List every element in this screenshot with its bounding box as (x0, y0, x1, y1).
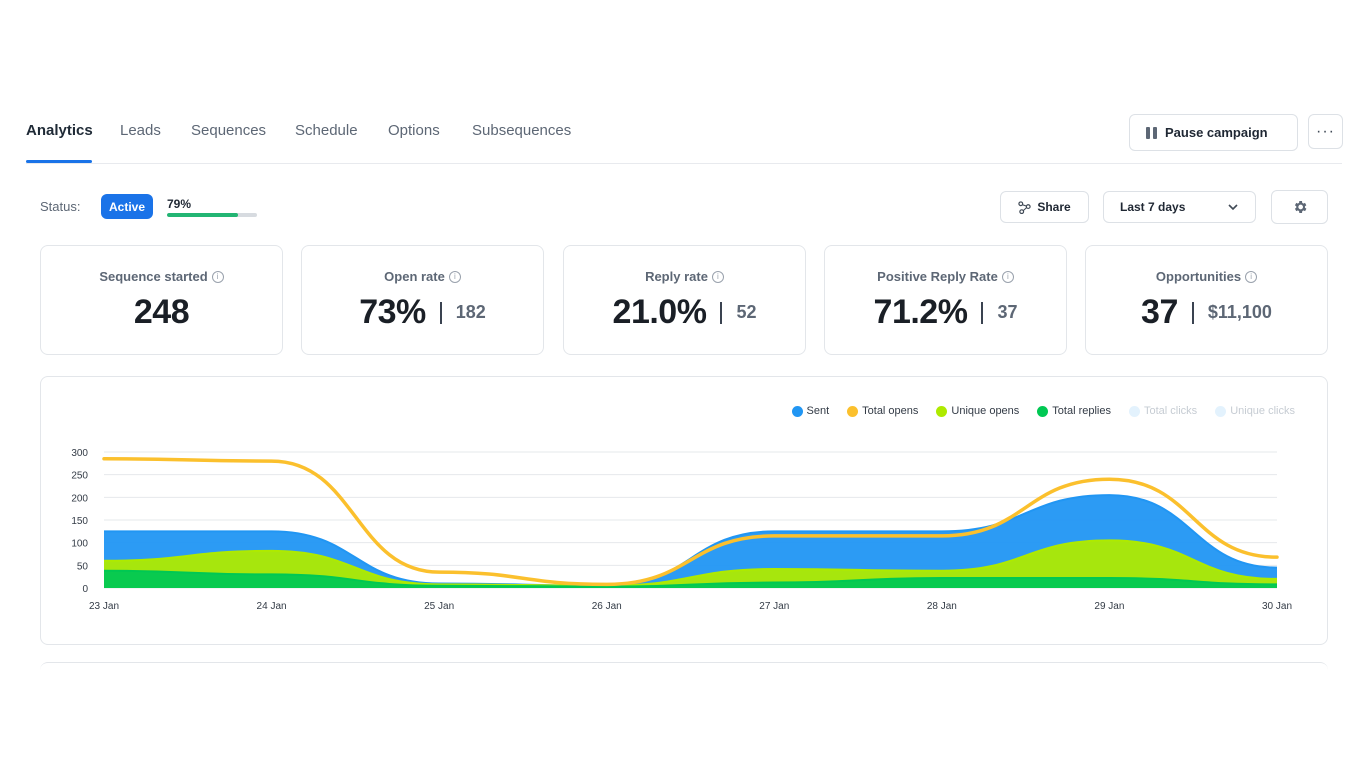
tab-analytics[interactable]: Analytics (26, 122, 93, 139)
metric-value: 21.0% (612, 293, 707, 331)
progress-percentage: 79% (167, 197, 192, 211)
pause-icon (1146, 126, 1157, 139)
y-tick-label: 0 (82, 584, 88, 595)
series-area-total-replies (104, 570, 1277, 588)
analytics-chart-card: Sent Total opens Unique opens Total replies… (40, 376, 1328, 645)
series-area-sent (104, 495, 1277, 588)
legend-dot (1037, 405, 1049, 417)
y-tick-label: 300 (71, 448, 88, 459)
chart-settings-button[interactable] (1271, 190, 1328, 224)
metric-secondary-value: 182 (455, 302, 486, 322)
legend-label: Unique opens (951, 405, 1020, 417)
share-button[interactable]: Share (1000, 191, 1089, 223)
metric-value: 71.2% (873, 293, 968, 331)
legend-label: Total opens (862, 405, 919, 417)
metric-card-reply-rate: Reply rate i 21.0% 52 (563, 245, 806, 355)
metric-secondary-value: 52 (736, 302, 757, 322)
y-tick-label: 200 (71, 493, 88, 504)
legend-label: Total clicks (1144, 405, 1198, 417)
x-tick-label: 27 Jan (759, 601, 789, 612)
legend-label: Unique clicks (1230, 405, 1295, 417)
share-icon (1018, 200, 1031, 214)
campaign-tabs: Analytics Leads Sequences Schedule Optio… (26, 112, 1342, 164)
tab-options[interactable]: Options (388, 122, 440, 139)
metric-card-sequence-started: Sequence started i 248 (40, 245, 283, 355)
x-tick-label: 30 Jan (1262, 601, 1292, 612)
y-tick-label: 100 (71, 539, 88, 550)
x-tick-label: 25 Jan (424, 601, 454, 612)
metric-secondary-value: $11,100 (1207, 302, 1272, 322)
tab-subsequences[interactable]: Subsequences (472, 122, 572, 139)
info-icon[interactable]: i (448, 270, 461, 283)
gear-icon (1294, 201, 1306, 213)
next-section-card (40, 662, 1328, 682)
legend-item-sent[interactable]: Sent (791, 405, 830, 417)
x-tick-label: 29 Jan (1094, 601, 1124, 612)
series-area-unique-opens (104, 540, 1277, 588)
x-tick-label: 26 Jan (592, 601, 622, 612)
more-dots-icon: ··· (1316, 122, 1335, 140)
more-options-button[interactable]: ··· (1308, 114, 1343, 149)
x-tick-label: 24 Jan (257, 601, 287, 612)
status-badge: Active (101, 194, 154, 219)
metric-card-open-rate: Open rate i 73% 182 (301, 245, 544, 355)
tab-schedule[interactable]: Schedule (295, 122, 358, 139)
metric-secondary-value: 37 (997, 302, 1018, 322)
pause-campaign-button[interactable]: Pause campaign (1129, 114, 1298, 151)
y-tick-label: 250 (71, 471, 88, 482)
x-tick-label: 23 Jan (89, 601, 119, 612)
chart-legend: Sent Total opens Unique opens Total replies… (791, 405, 1295, 417)
info-icon[interactable]: i (1001, 270, 1014, 283)
legend-item-total-replies[interactable]: Total replies (1037, 405, 1111, 417)
legend-dot (1129, 405, 1140, 417)
y-tick-label: 150 (71, 516, 88, 527)
analytics-area-chart: 0 50 100 150 200 250 300 23 Jan 24 Jan 25 Jan 26 J… (71, 448, 1292, 612)
y-tick-label: 50 (77, 561, 89, 572)
legend-dot (847, 405, 859, 417)
legend-dot (1215, 405, 1227, 417)
legend-item-unique-clicks[interactable]: Unique clicks (1215, 405, 1295, 417)
series-line-unique-opens (103, 539, 1278, 587)
tab-sequences[interactable]: Sequences (191, 122, 267, 139)
value-divider (1191, 301, 1194, 324)
legend-item-unique-opens[interactable]: Unique opens (936, 405, 1019, 417)
metric-card-opportunities: Opportunities i 37 $11,100 (1085, 245, 1328, 355)
metric-card-positive-reply-rate: Positive Reply Rate i 71.2% 37 (824, 245, 1067, 355)
info-icon[interactable]: i (211, 270, 224, 283)
info-icon[interactable]: i (1245, 270, 1258, 283)
value-divider (981, 301, 984, 324)
series-line-sent (103, 494, 1278, 587)
date-range-value: Last 7 days (1120, 200, 1186, 214)
value-divider (439, 301, 442, 324)
progress-bar-fill (167, 213, 239, 217)
metric-title: Positive Reply Rate (877, 269, 998, 284)
pause-campaign-label: Pause campaign (1165, 125, 1268, 140)
legend-label: Total replies (1052, 405, 1111, 417)
series-line-total-replies (103, 569, 1278, 588)
legend-item-total-opens[interactable]: Total opens (847, 405, 918, 417)
metric-title: Sequence started (99, 269, 208, 284)
status-label: Status: (40, 199, 81, 214)
metric-title: Opportunities (1155, 269, 1242, 284)
x-tick-label: 28 Jan (927, 601, 957, 612)
metric-title: Open rate (384, 269, 445, 284)
active-tab-indicator (26, 160, 92, 163)
metric-value: 248 (133, 293, 190, 331)
value-divider (720, 301, 723, 324)
progress-bar (167, 213, 257, 217)
legend-dot (936, 405, 948, 417)
share-label: Share (1037, 200, 1071, 214)
metric-value: 37 (1141, 293, 1178, 331)
tab-leads[interactable]: Leads (120, 122, 161, 139)
legend-dot (791, 405, 803, 417)
metric-title: Reply rate (645, 269, 708, 284)
legend-item-total-clicks[interactable]: Total clicks (1129, 405, 1197, 417)
metric-value: 73% (359, 293, 426, 331)
legend-label: Sent (806, 405, 830, 417)
chevron-down-icon (1228, 204, 1238, 211)
info-icon[interactable]: i (711, 270, 724, 283)
series-line-total-opens (102, 457, 1279, 587)
date-range-select[interactable]: Last 7 days (1103, 191, 1256, 223)
